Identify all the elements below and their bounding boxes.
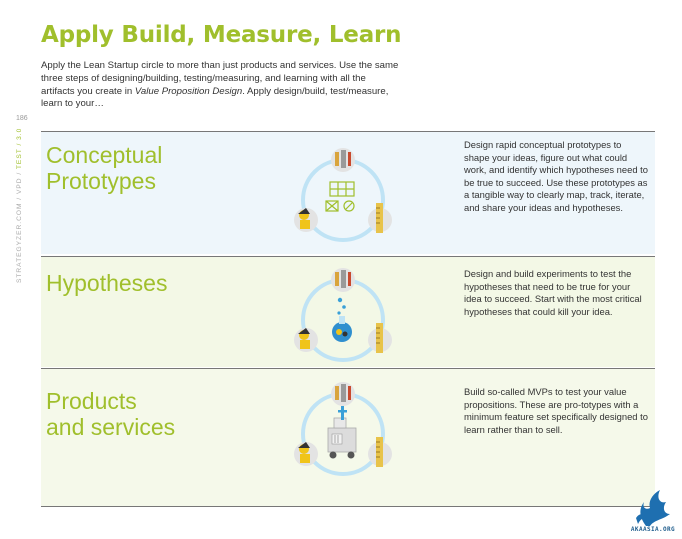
divider	[41, 506, 655, 507]
mvp-machine-icon	[327, 406, 357, 459]
row-title-products: Products and services	[46, 388, 176, 440]
divider	[41, 368, 655, 369]
measure-ruler-icon	[368, 323, 392, 353]
build-tools-icon	[331, 148, 355, 172]
build-tools-icon	[331, 382, 355, 406]
build-tools-icon	[331, 268, 355, 292]
flask-icon	[332, 297, 352, 342]
row-description-products: Build so-called MVPs to test your value …	[464, 386, 648, 435]
cycle-diagram-hypotheses	[288, 268, 398, 378]
intro-paragraph: Apply the Lean Startup circle to more th…	[41, 60, 399, 110]
row-description-hypotheses: Design and build experiments to test the…	[464, 268, 642, 317]
learn-person-icon	[294, 442, 318, 466]
row-description-conceptual: Design rapid conceptual prototypes to sh…	[464, 139, 648, 213]
side-label: STRATEGYZER.COM / VPD / TEST / 3.0	[16, 127, 23, 283]
divider	[41, 256, 655, 257]
prototype-sketch-icon	[325, 181, 355, 212]
page-number: 186	[16, 115, 28, 122]
measure-ruler-icon	[368, 203, 392, 233]
cycle-diagram-products	[288, 382, 398, 492]
divider	[41, 131, 655, 132]
logo	[626, 488, 676, 534]
logo-text: AKAASIA.ORG	[630, 526, 676, 533]
learn-person-icon	[294, 208, 318, 232]
measure-ruler-icon	[368, 437, 392, 467]
row-title-conceptual: Conceptual Prototypes	[46, 142, 163, 194]
cycle-diagram-conceptual	[288, 148, 398, 258]
row-title-hypotheses: Hypotheses	[46, 270, 168, 296]
learn-person-icon	[294, 328, 318, 352]
page-title: Apply Build, Measure, Learn	[41, 22, 402, 48]
